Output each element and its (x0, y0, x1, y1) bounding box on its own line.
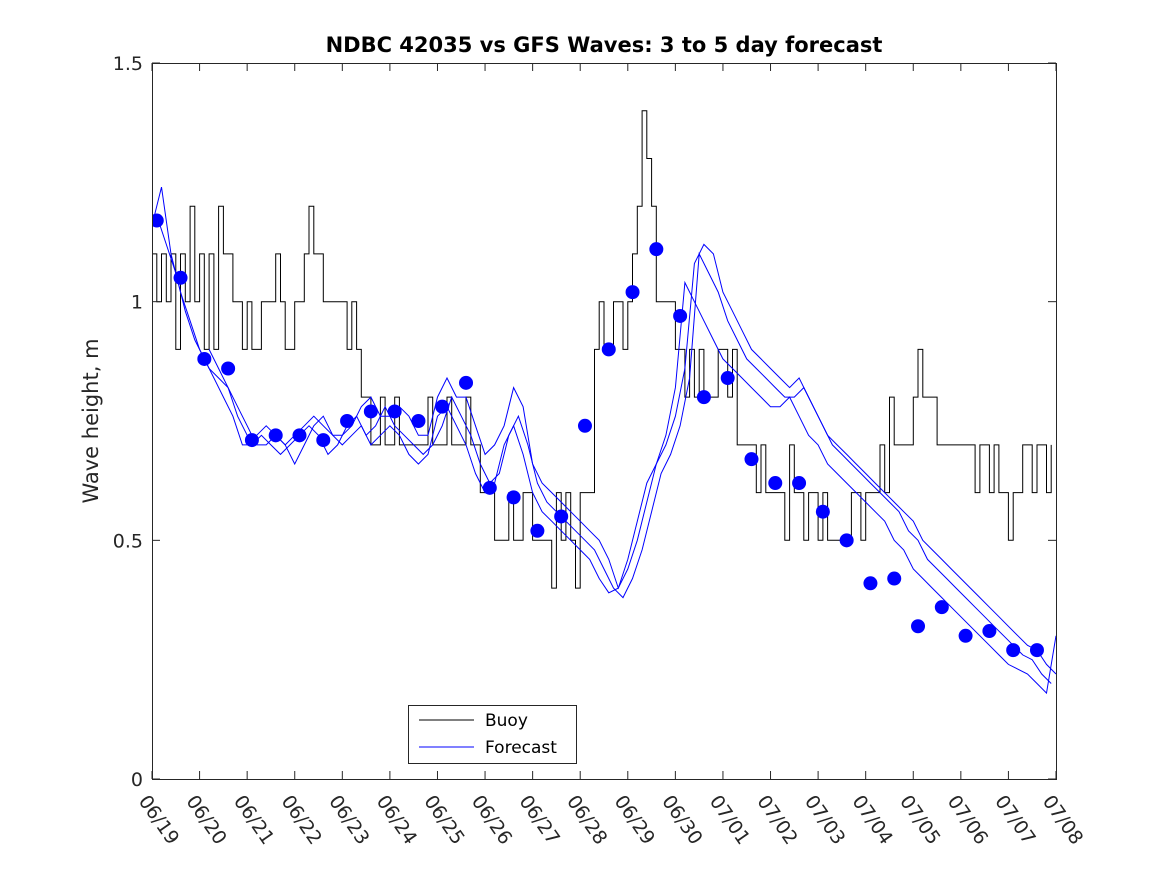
y-tick-label: 0.5 (113, 530, 143, 552)
forecast-marker (911, 619, 926, 634)
y-tick-label: 0 (131, 769, 143, 791)
forecast-marker (839, 533, 854, 548)
forecast-marker (720, 371, 735, 386)
forecast-marker (173, 270, 188, 285)
legend: Buoy Forecast (408, 705, 577, 764)
forecast-marker (792, 476, 807, 491)
forecast-marker (363, 404, 378, 419)
forecast-marker (958, 628, 973, 643)
forecast-line (156, 215, 1052, 684)
forecast-marker (625, 285, 640, 300)
forecast-marker (1029, 643, 1044, 658)
y-axis-label: Wave height, m (79, 338, 103, 503)
y-axis: 0 0.5 1 1.5 (113, 53, 1056, 791)
forecast-marker (673, 308, 688, 323)
forecast-marker (435, 399, 450, 414)
legend-box (408, 705, 577, 764)
axes-box (152, 63, 1057, 780)
forecast-marker (601, 342, 616, 357)
marker-layer (152, 213, 1044, 658)
legend-label-buoy: Buoy (485, 711, 528, 731)
forecast-marker (768, 476, 783, 491)
y-tick-label: 1.5 (113, 53, 143, 75)
forecast-marker (244, 433, 259, 448)
forecast-marker (459, 375, 474, 390)
chart-title: NDBC 42035 vs GFS Waves: 3 to 5 day fore… (326, 33, 883, 57)
plot-area (152, 110, 1056, 695)
forecast-marker (221, 361, 236, 376)
forecast-marker (387, 404, 402, 419)
forecast-marker (815, 504, 830, 519)
forecast-line (152, 186, 1056, 675)
forecast-marker (577, 418, 592, 433)
series-layer (152, 110, 1056, 695)
forecast-marker (268, 428, 283, 443)
forecast-marker (863, 576, 878, 591)
y-tick-label: 1 (131, 292, 143, 314)
forecast-marker (934, 600, 949, 615)
forecast-marker (506, 490, 521, 505)
forecast-marker (340, 414, 355, 428)
forecast-marker (744, 452, 759, 467)
forecast-marker (411, 414, 426, 428)
buoy-line (152, 110, 1052, 589)
forecast-marker (530, 523, 545, 538)
forecast-marker (482, 480, 497, 495)
forecast-marker (152, 213, 164, 228)
forecast-marker (649, 242, 664, 257)
forecast-line (208, 280, 1056, 695)
forecast-marker (887, 571, 902, 586)
forecast-marker (1006, 643, 1021, 658)
forecast-marker (197, 351, 212, 366)
forecast-marker (982, 624, 997, 639)
forecast-marker (316, 433, 331, 448)
forecast-marker (554, 509, 569, 524)
legend-label-forecast: Forecast (485, 738, 557, 758)
forecast-marker (696, 390, 711, 405)
forecast-marker (292, 428, 307, 443)
